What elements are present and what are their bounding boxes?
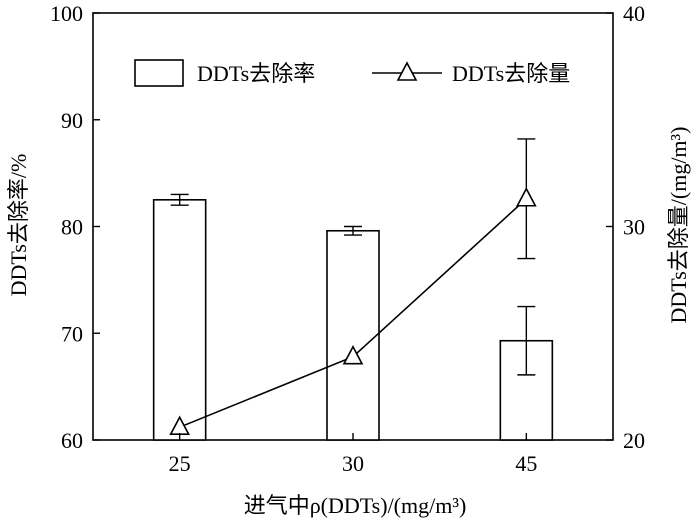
y-tick-label: 100 <box>50 1 83 26</box>
legend: DDTs去除率 DDTs去除量 <box>134 59 570 87</box>
y-tick-label: 90 <box>61 108 83 133</box>
line-point-marker <box>342 345 364 365</box>
bar-error-bars <box>170 193 536 376</box>
y-tick-label: 80 <box>61 215 83 240</box>
y2-axis-title: DDTs去除量/(mg/m³) <box>666 127 691 324</box>
line-point-marker <box>516 187 537 207</box>
y2-tick-label: 30 <box>623 215 645 240</box>
bars <box>152 199 554 441</box>
y2-tick-label: 40 <box>623 1 645 26</box>
bar <box>152 199 207 441</box>
legend-line-label: DDTs去除量 <box>452 61 570 86</box>
x-tick-label: 25 <box>169 451 191 476</box>
y2-tick-label: 20 <box>623 428 645 453</box>
y-axis-title: DDTs去除率/% <box>6 154 31 297</box>
bar <box>326 229 380 441</box>
x-tick-label: 45 <box>515 451 537 476</box>
legend-bar-label: DDTs去除率 <box>197 61 315 86</box>
y-tick-label: 60 <box>61 428 83 453</box>
line-series <box>169 138 537 435</box>
y-tick-label: 70 <box>61 321 83 346</box>
x-axis-title: 进气中ρ(DDTs)/(mg/m³) <box>244 493 467 518</box>
legend-triangle-marker <box>396 61 418 81</box>
axis-ticks: 60 70 80 90 100 20 30 40 25 30 45 <box>50 1 645 476</box>
legend-bar-swatch <box>134 59 184 87</box>
x-tick-label: 30 <box>342 451 364 476</box>
